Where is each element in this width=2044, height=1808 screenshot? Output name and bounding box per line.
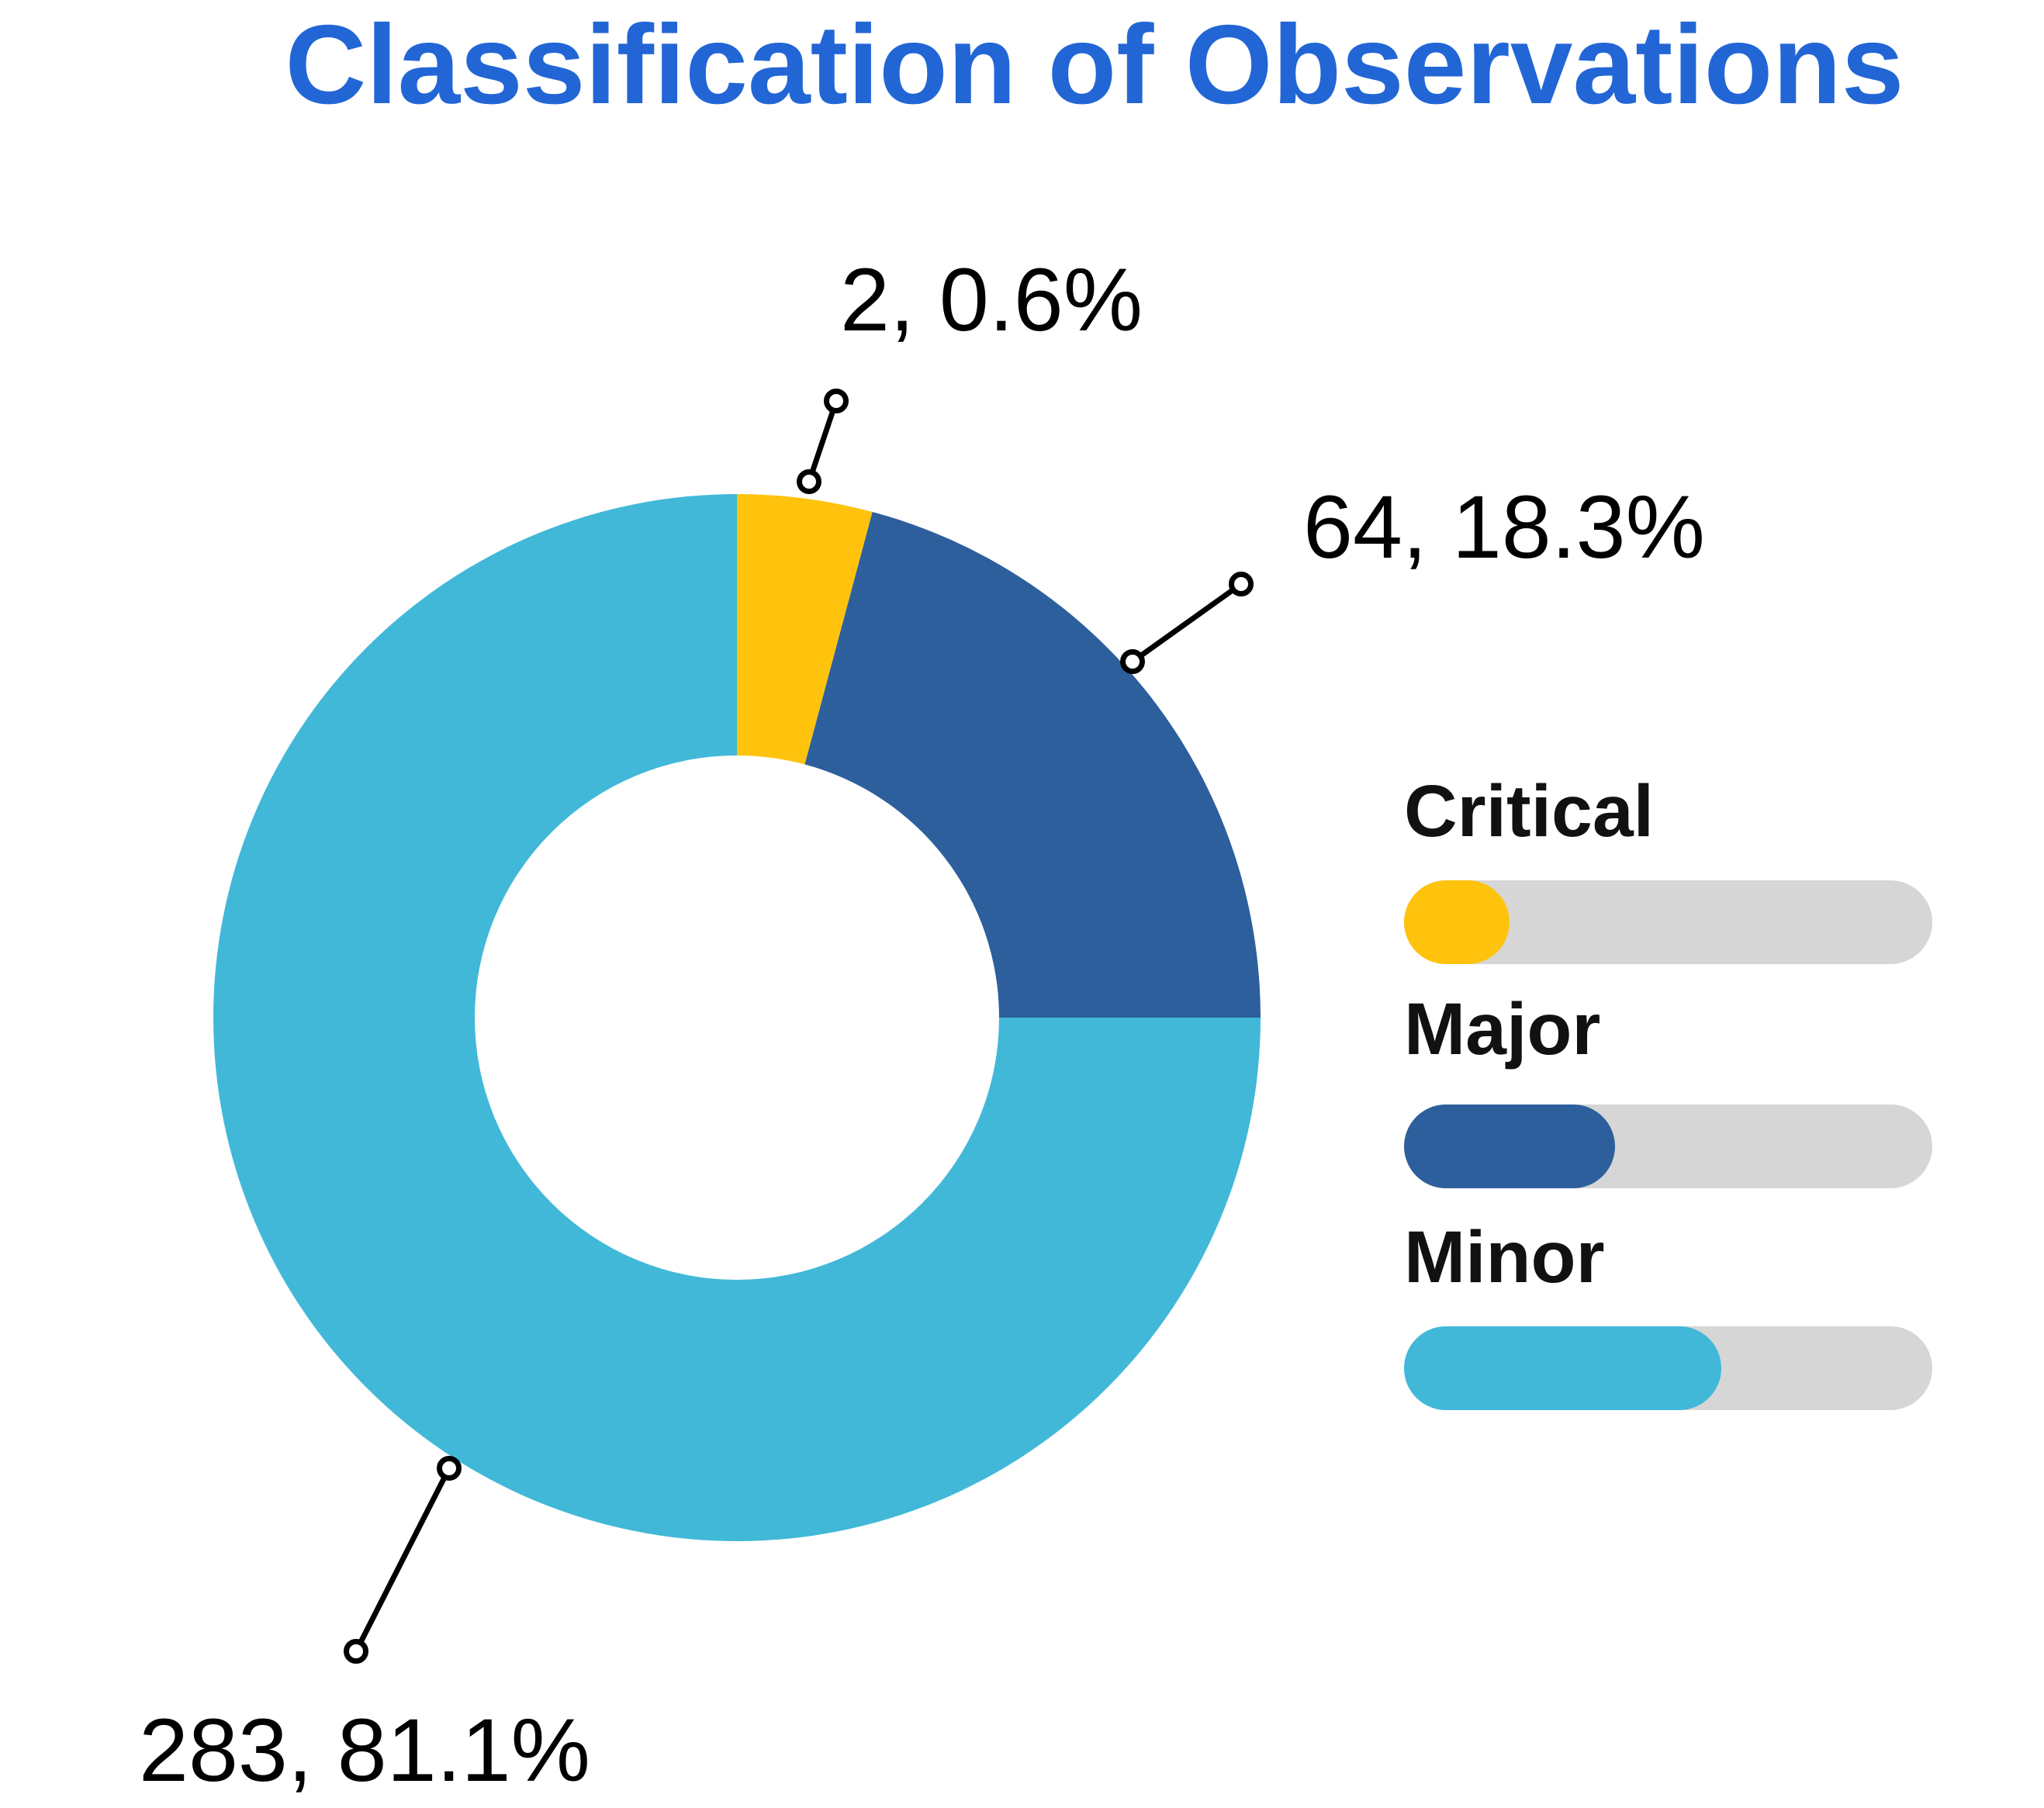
chart-title: Classification of Observations	[285, 2, 1904, 127]
leader-dot-icon	[344, 1639, 368, 1664]
leader-dot-icon	[824, 389, 849, 413]
donut-slice-major	[804, 512, 1261, 1018]
donut-slice-critical	[737, 494, 873, 765]
data-label-major: 64, 18.3%	[1303, 478, 1705, 577]
data-label-critical: 2, 0.6%	[840, 251, 1143, 350]
legend-fill-minor	[1404, 1326, 1721, 1410]
leader-line-minor	[353, 1467, 452, 1653]
donut-slices	[213, 494, 1261, 1541]
leader-minor	[344, 1456, 462, 1664]
leader-dot-icon	[797, 469, 821, 494]
legend-bar-major	[1404, 1105, 1932, 1188]
legend-fill-critical	[1404, 880, 1510, 964]
leader-dot-icon	[437, 1456, 462, 1481]
leader-line-major	[1130, 582, 1243, 664]
leader-dot-icon	[1229, 572, 1254, 596]
data-label-minor: 283, 81.1%	[139, 1701, 590, 1800]
leader-dot-icon	[1120, 649, 1145, 674]
legend-bar-critical	[1404, 880, 1932, 964]
leader-line-critical	[806, 399, 839, 483]
legend-label-minor: Minor	[1404, 1216, 1605, 1298]
legend-label-critical: Critical	[1404, 770, 1655, 852]
leader-major	[1120, 572, 1254, 674]
donut-slice-minor	[213, 494, 1261, 1541]
legend-label-major: Major	[1404, 988, 1601, 1070]
legend-bar-minor	[1404, 1326, 1932, 1410]
leader-critical	[797, 389, 849, 494]
legend-fill-major	[1404, 1105, 1616, 1188]
